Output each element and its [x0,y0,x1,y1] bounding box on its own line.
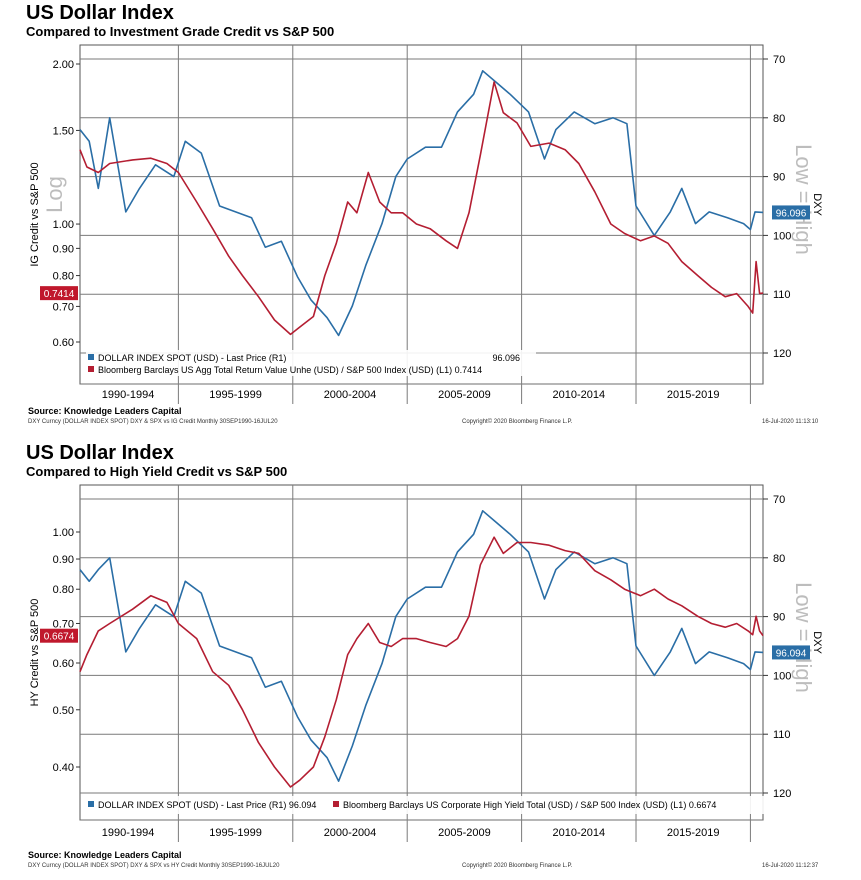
series-line-credit-ratio [79,81,764,336]
chart-panel-hy: US Dollar Index Compared to High Yield C… [0,440,861,880]
legend-label-dxy: DOLLAR INDEX SPOT (USD) - Last Price (R1… [98,800,316,810]
left-tick-label: 0.70 [53,301,74,313]
left-tick-label: 1.00 [53,527,74,539]
right-tick-label: 110 [773,729,791,741]
left-tick-label: 1.50 [53,125,74,137]
legend-swatch-dxy [88,801,94,807]
chart-plot-ig: Log Low = High 70 80 90 100 110 120 2.00 1.50 1.00… [29,44,823,404]
x-tick-label: 2005-2009 [438,827,491,839]
left-tick-label: 0.80 [53,584,74,596]
last-value-tag-dxy [772,645,810,660]
x-tick-label: 2015-2019 [667,389,720,401]
chart-panel-ig: US Dollar Index Compared to Investment G… [26,2,823,425]
left-tick-label: 0.40 [53,762,74,774]
right-tick-label: 90 [773,172,785,184]
x-tick-label: 2005-2009 [438,389,491,401]
legend-box [86,350,536,376]
watermark-low-high: Low = High [791,144,816,255]
right-tick-label: 110 [773,289,791,301]
right-tick-label: 120 [773,788,791,800]
legend-label-credit-ratio: Bloomberg Barclays US Agg Total Return V… [98,365,482,375]
last-value-tag-dxy [772,205,810,220]
right-tick-label: 70 [773,54,785,66]
x-tick-label: 2010-2014 [553,389,606,401]
footer-copyright: Copyright© 2020 Bloomberg Finance L.P. [462,863,573,869]
left-tick-label: 0.90 [53,243,74,255]
plot-area [79,44,764,385]
right-tick-label: 80 [773,553,785,565]
chart-subtitle: Compared to Investment Grade Credit vs S… [26,24,335,39]
legend-label-credit-ratio: Bloomberg Barclays US Corporate High Yie… [343,800,716,810]
right-axis-title: DXY [811,631,823,654]
footer-timestamp: 16-Jul-2020 11:13:10 [762,419,819,425]
legend-label-dxy: DOLLAR INDEX SPOT (USD) - Last Price (R1… [98,353,286,363]
right-axis-title: DXY [811,193,823,216]
x-tick-label: 1990-1994 [102,827,155,839]
x-tick-label: 2015-2019 [667,827,720,839]
left-tick-label: 0.60 [53,658,74,670]
left-tick-label: 0.60 [53,337,74,349]
last-value-tag-credit-ratio [40,628,78,643]
series-line-dxy [79,70,764,337]
x-tick-label: 1990-1994 [102,389,155,401]
x-tick-label: 2000-2004 [324,827,377,839]
series-line-dxy [79,510,764,782]
footer-series-info: DXY Curncy (DOLLAR INDEX SPOT) DXY & SPX… [28,419,278,425]
left-axis-title: IG Credit vs S&P 500 [29,162,41,266]
chart-subtitle: Compared to High Yield Credit vs S&P 500 [26,464,288,479]
last-value-dxy: 96.096 [776,208,807,219]
legend-swatch-dxy [88,354,94,360]
last-value-credit-ratio: 0.6674 [44,632,75,643]
footer-series-info: DXY Curncy (DOLLAR INDEX SPOT) DXY & SPX… [28,863,280,869]
last-value-credit-ratio: 0.7414 [44,289,75,300]
watermark-low-high: Low = High [791,582,816,693]
left-tick-label: 0.50 [53,705,74,717]
left-tick-label: 2.00 [53,59,74,71]
left-tick-label: 0.80 [53,271,74,283]
x-tick-label: 1995-1999 [209,389,262,401]
footer-timestamp: 16-Jul-2020 11:12:37 [762,863,819,869]
chart-title: US Dollar Index [26,442,174,464]
left-tick-label: 0.90 [53,554,74,566]
footer-copyright: Copyright© 2020 Bloomberg Finance L.P. [462,419,573,425]
legend-swatch-credit-ratio [88,366,94,372]
chart-plot-hy: Low = High 70 80 90 100 110 120 1.00 0.90 0.80 0.7… [29,484,823,842]
legend-box [86,796,766,814]
left-axis-title: HY Credit vs S&P 500 [29,599,41,707]
watermark-log: Log [42,176,67,213]
left-tick-label: 0.70 [53,618,74,630]
legend-value-dxy: 96.096 [492,353,520,363]
right-tick-label: 70 [773,494,785,506]
right-tick-label: 120 [773,348,791,360]
last-value-dxy: 96.094 [776,648,807,659]
right-tick-label: 80 [773,113,785,125]
chart-title: US Dollar Index [26,2,174,24]
plot-area [79,484,764,821]
source-note: Source: Knowledge Leaders Capital [28,406,182,416]
x-tick-label: 1995-1999 [209,827,262,839]
x-tick-label: 2010-2014 [553,827,606,839]
source-note: Source: Knowledge Leaders Capital [28,850,182,860]
last-value-tag-credit-ratio [40,286,78,301]
series-line-credit-ratio [79,536,764,788]
x-tick-label: 2000-2004 [324,389,377,401]
right-tick-label: 90 [773,612,785,624]
right-tick-label: 100 [773,230,791,242]
left-tick-label: 1.00 [53,219,74,231]
legend-swatch-credit-ratio [333,801,339,807]
right-tick-label: 100 [773,670,791,682]
